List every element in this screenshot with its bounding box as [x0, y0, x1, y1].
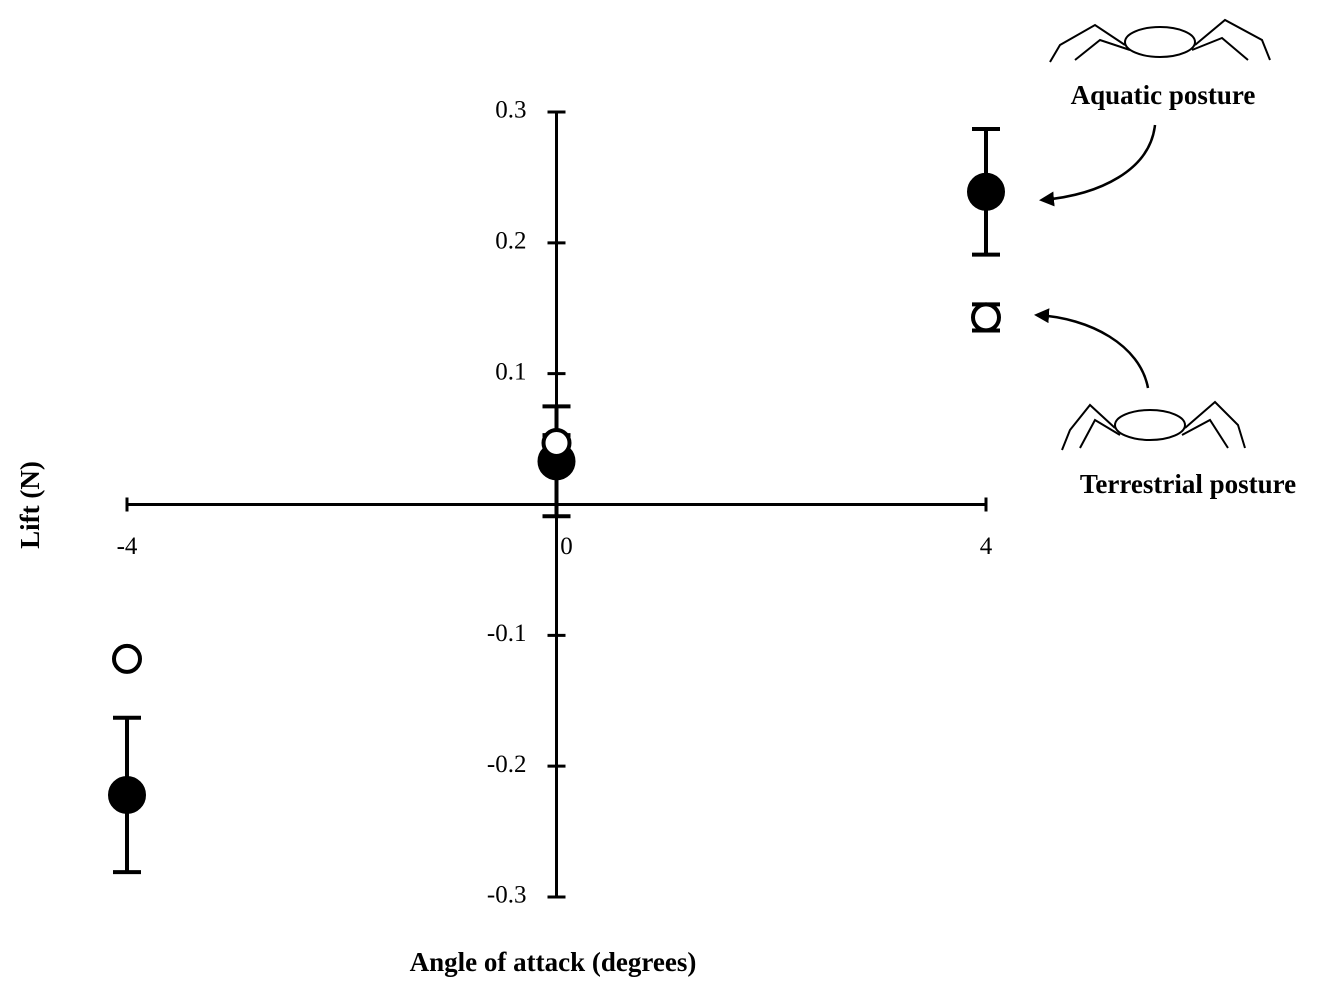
- arrow: [1039, 124, 1157, 207]
- annotation: Terrestrial posture: [1080, 469, 1296, 499]
- annotation: Aquatic posture: [1071, 80, 1256, 110]
- y-tick-label: 0.2: [495, 228, 526, 255]
- point: [112, 643, 142, 674]
- x-tick-label: 4: [980, 533, 993, 560]
- crab-icon: [1049, 18, 1271, 63]
- arrow: [1034, 308, 1150, 389]
- point: [967, 172, 1005, 211]
- x-axis-label: Angle of attack (degrees): [410, 947, 697, 977]
- y-tick-label: 0.3: [495, 97, 526, 124]
- y-tick-label: -0.2: [487, 751, 527, 778]
- x-tick-label: -4: [117, 533, 138, 560]
- crab-icon: [1061, 400, 1246, 451]
- y-tick-label: -0.3: [487, 882, 527, 909]
- y-tick-label: 0.1: [495, 358, 526, 385]
- x-tick-label: 0: [560, 533, 573, 560]
- y-tick-label: -0.1: [487, 620, 527, 647]
- point: [971, 302, 1001, 333]
- y-axis-label: Lift (N): [15, 461, 45, 549]
- point: [108, 775, 146, 814]
- point: [541, 428, 572, 459]
